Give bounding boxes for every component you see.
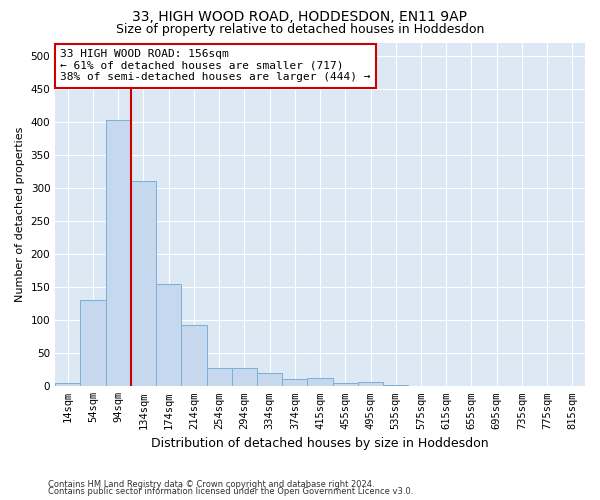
Bar	[332, 383, 358, 386]
Bar	[55, 383, 80, 386]
Bar	[232, 368, 257, 386]
Bar	[307, 378, 332, 386]
Bar	[156, 284, 181, 386]
Bar	[181, 325, 206, 386]
Bar	[106, 120, 131, 386]
Text: Size of property relative to detached houses in Hoddesdon: Size of property relative to detached ho…	[116, 22, 484, 36]
Text: Contains HM Land Registry data © Crown copyright and database right 2024.: Contains HM Land Registry data © Crown c…	[48, 480, 374, 489]
Bar	[257, 373, 282, 386]
Bar	[358, 382, 383, 386]
X-axis label: Distribution of detached houses by size in Hoddesdon: Distribution of detached houses by size …	[151, 437, 489, 450]
Bar	[80, 300, 106, 386]
Y-axis label: Number of detached properties: Number of detached properties	[15, 126, 25, 302]
Bar	[206, 368, 232, 386]
Text: Contains public sector information licensed under the Open Government Licence v3: Contains public sector information licen…	[48, 487, 413, 496]
Bar	[131, 182, 156, 386]
Bar	[383, 385, 409, 386]
Text: 33 HIGH WOOD ROAD: 156sqm
← 61% of detached houses are smaller (717)
38% of semi: 33 HIGH WOOD ROAD: 156sqm ← 61% of detac…	[60, 49, 371, 82]
Bar	[282, 379, 307, 386]
Text: 33, HIGH WOOD ROAD, HODDESDON, EN11 9AP: 33, HIGH WOOD ROAD, HODDESDON, EN11 9AP	[133, 10, 467, 24]
